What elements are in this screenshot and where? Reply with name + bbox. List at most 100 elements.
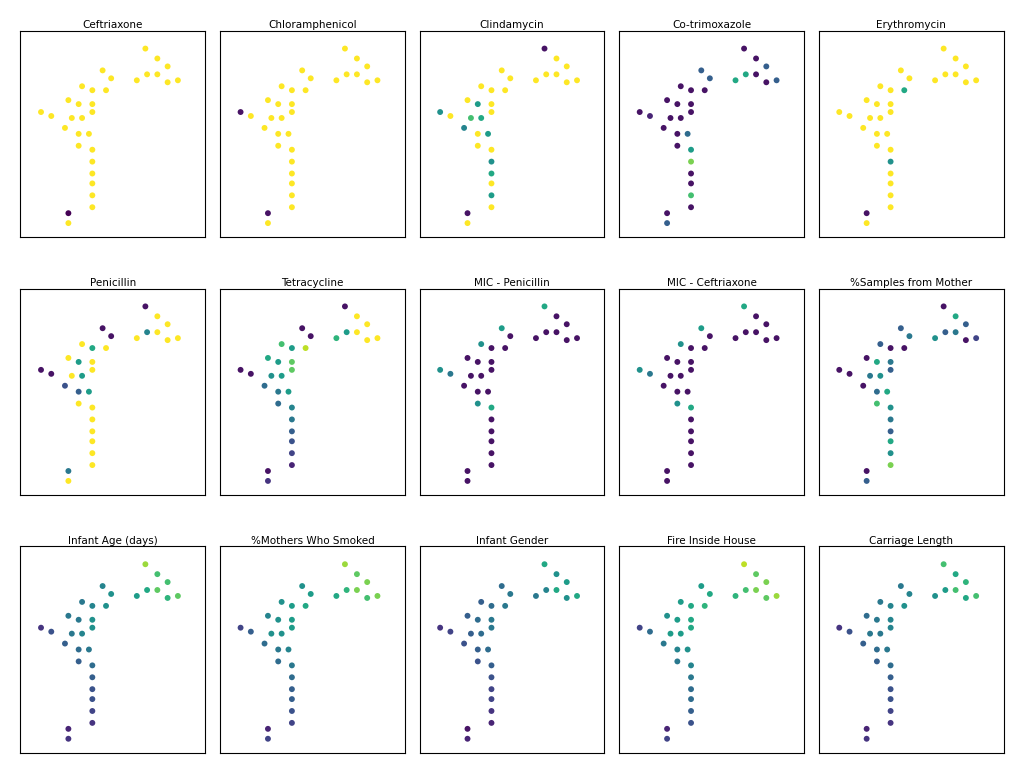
Point — [868, 140, 885, 152]
Point — [74, 596, 90, 608]
Point — [879, 127, 895, 140]
Point — [284, 659, 300, 671]
Point — [483, 201, 500, 214]
Point — [129, 74, 145, 87]
Point — [94, 322, 111, 334]
Title: %Samples from Mother: %Samples from Mother — [850, 278, 972, 288]
Point — [558, 576, 574, 588]
Point — [294, 65, 310, 77]
Point — [947, 326, 964, 339]
Point — [494, 65, 510, 77]
Point — [33, 364, 49, 376]
Point — [284, 693, 300, 705]
Point — [33, 621, 49, 634]
Point — [260, 733, 276, 745]
Point — [43, 368, 59, 380]
Point — [243, 625, 259, 637]
Point — [103, 330, 120, 343]
Point — [294, 580, 310, 592]
Point — [872, 338, 889, 350]
Point — [483, 705, 500, 717]
Point — [460, 94, 476, 106]
Point — [858, 733, 874, 745]
Point — [284, 683, 300, 695]
Point — [302, 72, 318, 84]
Point — [683, 177, 699, 190]
Point — [494, 322, 510, 334]
Point — [858, 723, 874, 735]
Point — [494, 580, 510, 592]
Point — [470, 127, 486, 140]
Point — [947, 52, 964, 65]
Point — [273, 627, 290, 640]
Point — [84, 177, 100, 190]
Point — [470, 655, 486, 667]
Point — [568, 74, 585, 87]
Point — [957, 318, 974, 330]
Point — [748, 68, 764, 81]
Point — [456, 122, 472, 134]
Point — [683, 189, 699, 201]
Point — [558, 76, 574, 88]
Point — [957, 592, 974, 604]
Point — [683, 614, 699, 626]
Point — [98, 600, 115, 612]
Point — [872, 627, 889, 640]
Point — [84, 717, 100, 729]
Point — [748, 310, 764, 323]
Point — [858, 465, 874, 477]
Point — [349, 68, 366, 81]
Point — [160, 76, 176, 88]
Point — [879, 386, 895, 398]
Point — [483, 98, 500, 111]
Point — [683, 621, 699, 634]
Point — [470, 614, 486, 626]
Point — [150, 326, 166, 339]
Point — [260, 465, 276, 477]
Point — [84, 364, 100, 376]
Point — [568, 590, 585, 602]
Point — [281, 644, 297, 656]
Point — [71, 140, 87, 152]
Point — [568, 332, 585, 344]
Point — [71, 98, 87, 111]
Point — [669, 397, 685, 409]
Point — [483, 106, 500, 118]
Point — [60, 94, 77, 106]
Point — [893, 322, 909, 334]
Point — [868, 386, 885, 398]
Point — [33, 106, 49, 118]
Point — [883, 621, 899, 634]
Point — [84, 106, 100, 118]
Point — [883, 106, 899, 118]
Point — [758, 576, 774, 588]
Point — [260, 610, 276, 622]
Point — [842, 110, 858, 122]
Point — [855, 122, 871, 134]
Point — [683, 155, 699, 167]
Title: Erythromycin: Erythromycin — [877, 20, 946, 30]
Point — [84, 413, 100, 425]
Point — [74, 369, 90, 382]
Point — [84, 167, 100, 180]
Point — [284, 413, 300, 425]
Title: Co-trimoxazole: Co-trimoxazole — [672, 20, 752, 30]
Point — [537, 558, 553, 571]
Point — [284, 671, 300, 684]
Point — [537, 300, 553, 313]
Point — [349, 584, 366, 596]
Point — [284, 84, 300, 96]
Point — [883, 447, 899, 459]
Point — [558, 592, 574, 604]
Point — [94, 580, 111, 592]
Point — [432, 364, 449, 376]
Title: MIC - Ceftriaxone: MIC - Ceftriaxone — [667, 278, 757, 288]
Point — [872, 369, 889, 382]
Point — [548, 584, 564, 596]
Point — [758, 592, 774, 604]
Point — [483, 683, 500, 695]
Point — [270, 397, 287, 409]
Point — [883, 693, 899, 705]
Point — [98, 342, 115, 354]
Point — [370, 74, 386, 87]
